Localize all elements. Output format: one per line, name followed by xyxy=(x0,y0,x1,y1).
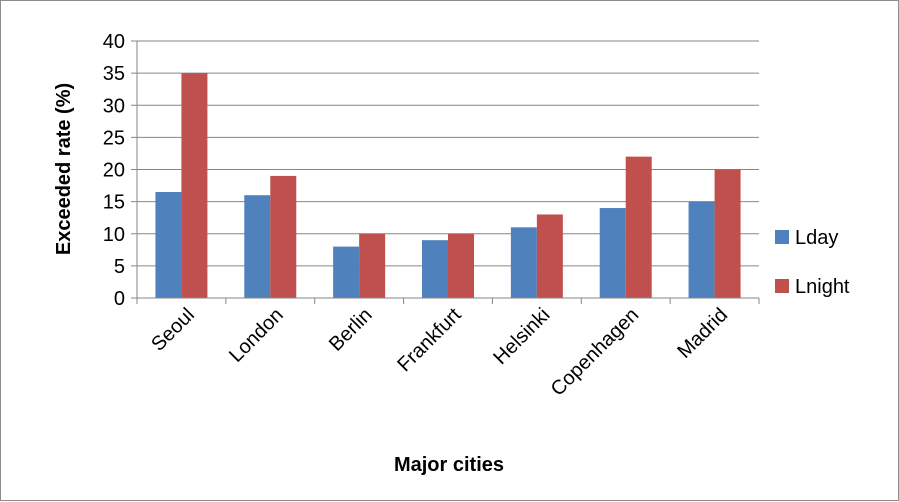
legend-swatch-lnight xyxy=(775,279,789,293)
y-tick-label: 35 xyxy=(103,63,125,85)
bar-lday-seoul xyxy=(155,192,181,298)
y-tick-label: 5 xyxy=(114,256,125,278)
x-tick-label: Helsinki xyxy=(489,304,554,369)
y-tick-label: 25 xyxy=(103,127,125,149)
bar-lnight-seoul xyxy=(181,73,207,298)
bar-lday-berlin xyxy=(333,247,359,298)
legend: Lday Lnight xyxy=(775,227,850,298)
x-tick-label: London xyxy=(225,304,288,367)
bar-lnight-london xyxy=(270,176,296,298)
y-axis-title: Exceeded rate (%) xyxy=(53,83,75,255)
y-tick-label: 20 xyxy=(103,160,125,182)
x-tick-labels: Seoul London Berlin Frankfurt HelsinkiCopenh… xyxy=(147,304,732,401)
x-tick-label: Berlin xyxy=(325,304,377,356)
y-tick-label: 0 xyxy=(114,288,125,310)
bar-lnight-madrid xyxy=(715,170,741,299)
bar-lnight-berlin xyxy=(359,234,385,298)
bar-lnight-frankfurt xyxy=(448,234,474,298)
legend-swatch-lday xyxy=(775,230,789,244)
bar-lday-london xyxy=(244,195,270,298)
y-tick-labels: 0 5 10 15 20 25 30 35 40 xyxy=(103,31,125,310)
x-tick-label: Seoul xyxy=(147,304,199,356)
x-tick-label: Frankfurt xyxy=(393,304,465,376)
y-tick-label: 30 xyxy=(103,95,125,117)
legend-label-lnight: Lnight xyxy=(795,276,850,298)
x-axis-title: Major cities xyxy=(394,454,504,476)
bar-lnight-helsinki xyxy=(537,214,563,298)
bar-lday-frankfurt xyxy=(422,240,448,298)
y-tick-label: 10 xyxy=(103,224,125,246)
y-tick-label: 15 xyxy=(103,192,125,214)
bar-lnight-copenhagen xyxy=(626,157,652,298)
legend-label-lday: Lday xyxy=(795,227,838,249)
bar-lday-helsinki xyxy=(511,227,537,298)
x-tick-label: Madrid xyxy=(673,304,732,363)
bar-lday-madrid xyxy=(689,202,715,298)
y-tick-label: 40 xyxy=(103,31,125,53)
bars xyxy=(155,73,740,298)
x-tick-label: Copenhagen xyxy=(547,304,644,401)
bar-lday-copenhagen xyxy=(600,208,626,298)
